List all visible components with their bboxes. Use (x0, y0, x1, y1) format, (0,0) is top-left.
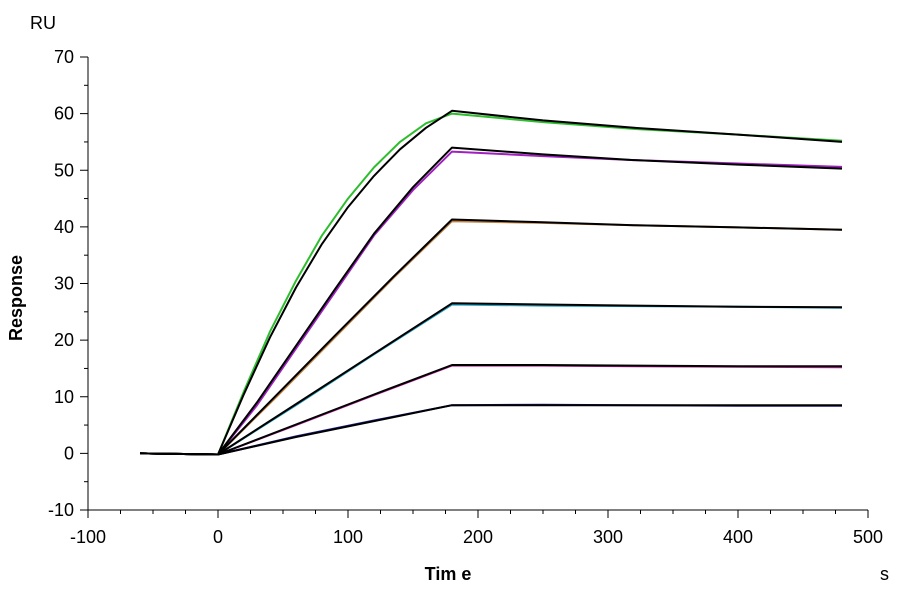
y-tick-label: 40 (54, 217, 74, 237)
fit-curve-1 (139, 109, 843, 456)
fit-curve-3 (139, 218, 843, 456)
x-tick-label: 0 (213, 527, 223, 547)
y-tick-label: 50 (54, 160, 74, 180)
y-tick-label: 10 (54, 387, 74, 407)
response-curve-6 (139, 403, 842, 456)
x-unit-label: s (880, 564, 889, 584)
y-tick-label: 20 (54, 330, 74, 350)
x-tick-label: 200 (463, 527, 493, 547)
x-axis-title: Tim e (425, 564, 472, 584)
x-tick-label: 500 (853, 527, 883, 547)
x-tick-label: 400 (723, 527, 753, 547)
y-tick-label: 70 (54, 47, 74, 67)
y-tick-label: 30 (54, 274, 74, 294)
y-tick-label: 60 (54, 104, 74, 124)
response-curve-1 (139, 112, 843, 456)
fit-curve-2 (139, 146, 843, 456)
fit-curve-4 (139, 302, 843, 456)
fit-curve-6 (139, 404, 842, 456)
response-curve-5 (139, 364, 843, 456)
fit-layer (139, 109, 843, 456)
y-tick-label: 0 (64, 443, 74, 463)
response-curve-4 (139, 303, 843, 456)
y-axis-title: Response (6, 255, 26, 341)
x-tick-label: 300 (593, 527, 623, 547)
fit-curve-5 (139, 364, 842, 456)
y-tick-label: -10 (48, 500, 74, 520)
x-tick-label: -100 (70, 527, 106, 547)
y-unit-label: RU (30, 13, 56, 33)
x-tick-label: 100 (333, 527, 363, 547)
